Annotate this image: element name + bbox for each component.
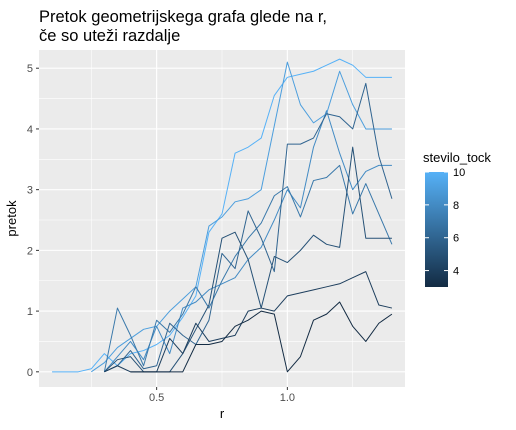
y-tick-label: 3 bbox=[27, 185, 33, 197]
chart-title-line: če so uteži razdalje bbox=[39, 27, 180, 45]
grid-minor bbox=[39, 50, 405, 387]
x-axis-title: r bbox=[220, 406, 225, 421]
legend: stevilo_tock 10 8 6 4 bbox=[423, 150, 491, 287]
y-axis: 0 1 2 3 4 5 bbox=[27, 63, 39, 379]
chart-title: Pretok geometrijskega grafa glede na r,č… bbox=[39, 8, 327, 45]
series-line bbox=[130, 301, 393, 373]
legend-label: 6 bbox=[453, 233, 459, 245]
legend-label: 10 bbox=[453, 167, 465, 179]
series-line bbox=[91, 61, 392, 373]
y-axis-title: pretok bbox=[4, 200, 19, 237]
series-line bbox=[104, 82, 393, 373]
legend-label: 8 bbox=[453, 200, 459, 212]
grid-major bbox=[39, 50, 405, 387]
legend-colorbar bbox=[425, 172, 448, 287]
x-tick-label: 0.5 bbox=[149, 392, 164, 404]
legend-title: stevilo_tock bbox=[423, 150, 491, 165]
y-tick-label: 5 bbox=[27, 63, 33, 75]
y-tick-label: 4 bbox=[27, 124, 33, 136]
y-tick-label: 0 bbox=[27, 367, 33, 379]
legend-labels: 10 8 6 4 bbox=[425, 167, 465, 278]
series-line bbox=[103, 164, 393, 372]
x-tick-label: 1.0 bbox=[280, 392, 295, 404]
chart-title-line: Pretok geometrijskega grafa glede na r, bbox=[39, 8, 327, 26]
x-axis: 0.5 1.0 bbox=[149, 387, 295, 404]
y-tick-label: 1 bbox=[27, 306, 33, 318]
y-tick-label: 2 bbox=[27, 245, 33, 257]
series-group bbox=[52, 58, 393, 373]
legend-label: 4 bbox=[453, 266, 459, 278]
